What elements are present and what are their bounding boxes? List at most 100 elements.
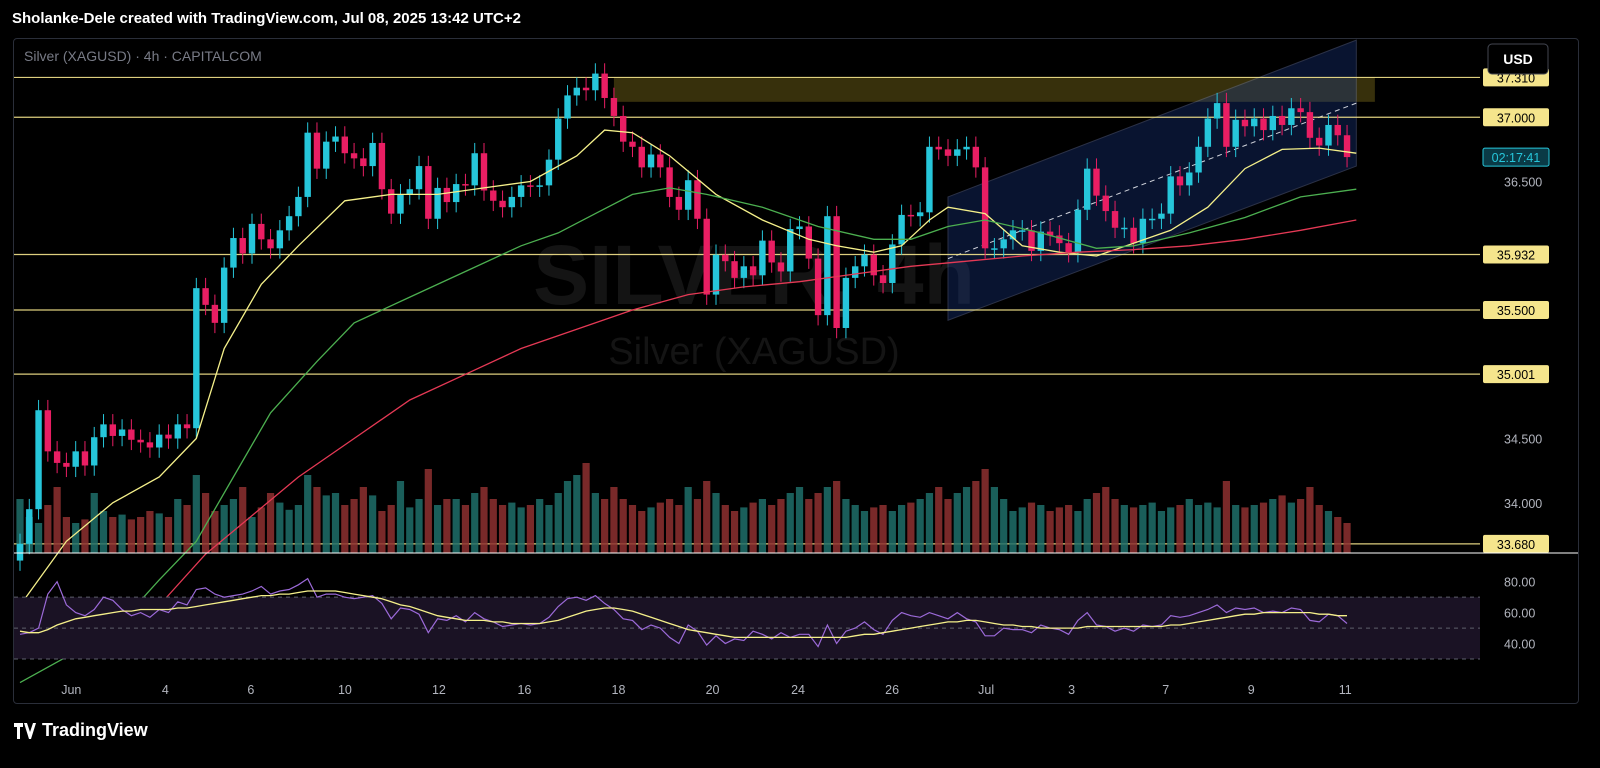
candle-body (230, 238, 237, 268)
moving-average-1 (19, 187, 1357, 684)
volume-bar (777, 499, 785, 553)
candle-body (258, 223, 265, 240)
y-tick-label-0: 36.500 (1504, 176, 1542, 190)
currency-button-box[interactable] (1487, 43, 1549, 75)
candle-body (1297, 108, 1304, 113)
candle-body (759, 240, 766, 276)
candle-body (545, 159, 553, 186)
candle-body (1241, 119, 1249, 127)
volume-bar (814, 493, 822, 553)
candle-body (1148, 218, 1156, 221)
candle-body (137, 439, 144, 443)
candle-body (397, 194, 404, 214)
volume-bar (573, 475, 581, 553)
volume-bar (72, 523, 80, 553)
candle-body (425, 166, 432, 219)
volume-bar (601, 499, 609, 553)
candle-body (1158, 213, 1165, 219)
candle-body (369, 142, 376, 167)
price-label-4: 35.001 (1497, 368, 1535, 382)
y-tick-label-2: 34.500 (1504, 433, 1542, 447)
volume-bar (127, 519, 135, 553)
volume-bar (164, 517, 173, 553)
volume-bar (387, 505, 395, 553)
tradingview-logo-icon (14, 722, 36, 739)
countdown-label: 02:17:41 (1492, 151, 1541, 165)
chart-panel[interactable]: Silver (XAGUSD) · 4h · CAPITALCOM SILVER,… (13, 38, 1579, 704)
volume-bar (266, 493, 275, 553)
x-tick-label-9: 26 (885, 683, 899, 697)
volume-bar (879, 505, 887, 553)
candle-body (814, 258, 822, 316)
candle-body (341, 136, 348, 154)
candle-body (285, 216, 293, 231)
candle-body (462, 184, 469, 186)
candle-body (889, 244, 896, 284)
candle-body (26, 509, 33, 544)
moving-average-2 (158, 219, 1357, 606)
candle-body (582, 87, 590, 91)
price-label-box-5 (1483, 534, 1549, 553)
volume-bar (944, 499, 952, 553)
candle-body (35, 410, 42, 510)
candle-body (406, 189, 413, 195)
candle-body (1343, 135, 1351, 158)
volume-bar (313, 487, 321, 553)
candle-body (443, 187, 451, 203)
candle-body (1130, 227, 1137, 244)
chart-title: Silver (XAGUSD) · 4h · CAPITALCOM (24, 48, 262, 64)
volume-bar (925, 493, 934, 553)
volume-bar (62, 517, 70, 553)
price-label-box-4 (1483, 365, 1549, 384)
moving-average-0 (19, 129, 1357, 606)
volume-bar (1055, 507, 1063, 553)
volume-bar (1148, 502, 1156, 553)
candle-body (1278, 115, 1286, 125)
candle-body (220, 267, 228, 323)
candle-body (1037, 231, 1044, 251)
volume-bar (1213, 507, 1221, 553)
candle-body (16, 543, 24, 561)
candle-body (415, 166, 423, 190)
volume-bar (517, 507, 525, 553)
volume-bar (1343, 523, 1351, 553)
candle-body (796, 226, 803, 230)
volume-bar (369, 495, 377, 553)
volume-bar (1120, 505, 1128, 553)
candle-body (350, 153, 358, 159)
volume-bar (1027, 502, 1036, 553)
currency-button[interactable]: USD (1503, 51, 1533, 67)
price-chart[interactable]: Silver (XAGUSD) · 4h · CAPITALCOMSILVER,… (14, 39, 1578, 703)
volume-bar (1009, 511, 1017, 553)
volume-bar (1102, 487, 1110, 553)
candle-body (1260, 118, 1267, 131)
x-tick-label-0: Jun (61, 683, 81, 697)
volume-bar (294, 505, 302, 553)
candle-body (1009, 230, 1017, 240)
candle-body (768, 240, 775, 263)
volume-bar (1306, 487, 1314, 553)
x-tick-label-6: 18 (612, 683, 626, 697)
candle-body (1074, 209, 1082, 253)
candle-body (555, 118, 562, 160)
volume-bar (1232, 505, 1240, 553)
volume-bar (192, 475, 200, 553)
volume-bar (768, 505, 776, 553)
volume-bar (1204, 502, 1212, 553)
candle-body (508, 196, 516, 208)
volume-bar (693, 499, 702, 553)
supply-zone (613, 77, 1375, 102)
volume-bar (916, 499, 924, 553)
volume-bar (860, 511, 869, 553)
candle-body (1028, 230, 1035, 251)
candle-body (1084, 168, 1091, 210)
x-tick-label-8: 24 (791, 683, 805, 697)
candle-body (1204, 118, 1212, 147)
volume-bar (229, 499, 238, 553)
candle-body (944, 149, 952, 156)
candle-body (787, 229, 794, 272)
volume-bar (870, 507, 878, 553)
candle-body (1251, 118, 1258, 127)
rsi-line (19, 577, 1348, 648)
tradingview-brand[interactable]: TradingView (14, 720, 148, 741)
